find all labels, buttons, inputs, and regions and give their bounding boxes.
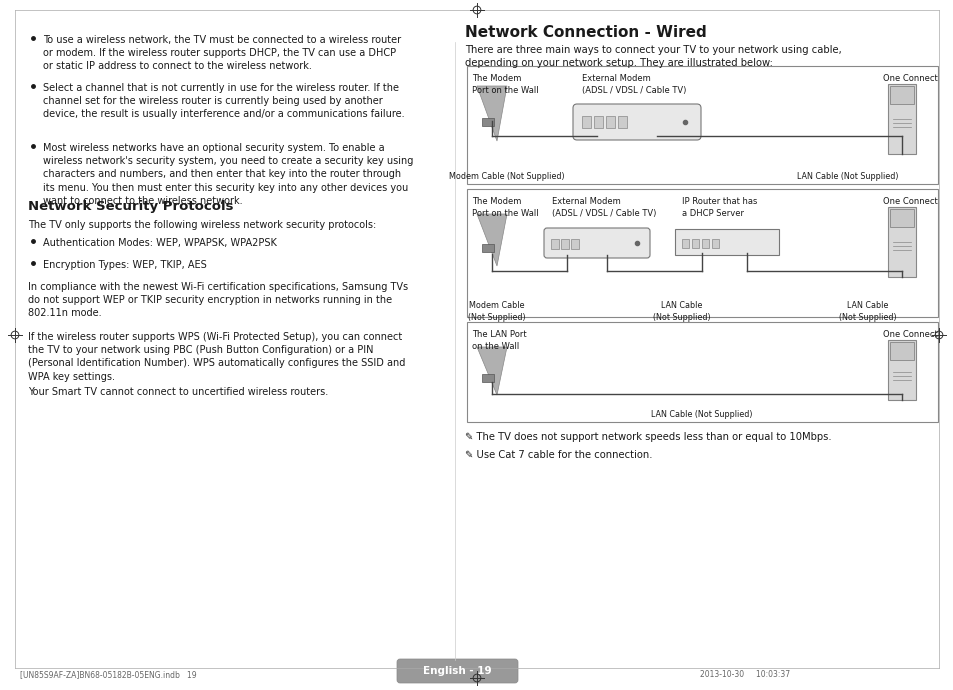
Text: The Modem
Port on the Wall: The Modem Port on the Wall (472, 197, 538, 218)
FancyBboxPatch shape (481, 244, 494, 252)
Text: Network Security Protocols: Network Security Protocols (28, 200, 233, 213)
Polygon shape (476, 86, 506, 141)
Text: Modem Cable
(Not Supplied): Modem Cable (Not Supplied) (468, 301, 525, 322)
Text: Your Smart TV cannot connect to uncertified wireless routers.: Your Smart TV cannot connect to uncertif… (28, 387, 328, 397)
Text: Modem Cable (Not Supplied): Modem Cable (Not Supplied) (449, 172, 564, 181)
FancyBboxPatch shape (551, 239, 558, 249)
FancyBboxPatch shape (467, 322, 937, 422)
Text: One Connect: One Connect (882, 330, 937, 339)
FancyBboxPatch shape (889, 209, 913, 227)
FancyBboxPatch shape (711, 239, 719, 248)
Text: IP Router that has
a DHCP Server: IP Router that has a DHCP Server (681, 197, 757, 218)
FancyBboxPatch shape (618, 116, 626, 128)
Text: Most wireless networks have an optional security system. To enable a
wireless ne: Most wireless networks have an optional … (43, 143, 413, 206)
Text: There are three main ways to connect your TV to your network using cable,
depend: There are three main ways to connect you… (464, 45, 841, 68)
FancyBboxPatch shape (481, 118, 494, 126)
FancyBboxPatch shape (605, 116, 615, 128)
Text: The TV only supports the following wireless network security protocols:: The TV only supports the following wirel… (28, 220, 375, 230)
FancyBboxPatch shape (543, 228, 649, 258)
Text: To use a wireless network, the TV must be connected to a wireless router
or mode: To use a wireless network, the TV must b… (43, 35, 400, 71)
Text: ✎ The TV does not support network speeds less than or equal to 10Mbps.: ✎ The TV does not support network speeds… (464, 432, 831, 442)
FancyBboxPatch shape (887, 340, 915, 400)
FancyBboxPatch shape (481, 374, 494, 382)
Text: The LAN Port
on the Wall: The LAN Port on the Wall (472, 330, 526, 351)
Text: English - 19: English - 19 (423, 666, 492, 676)
FancyBboxPatch shape (581, 116, 590, 128)
Text: Select a channel that is not currently in use for the wireless router. If the
ch: Select a channel that is not currently i… (43, 83, 404, 119)
FancyBboxPatch shape (889, 342, 913, 360)
FancyBboxPatch shape (396, 659, 517, 683)
FancyBboxPatch shape (467, 66, 937, 184)
FancyBboxPatch shape (594, 116, 602, 128)
Text: Network Connection - Wired: Network Connection - Wired (464, 25, 706, 40)
Text: In compliance with the newest Wi-Fi certification specifications, Samsung TVs
do: In compliance with the newest Wi-Fi cert… (28, 282, 408, 318)
FancyBboxPatch shape (675, 229, 779, 255)
Text: If the wireless router supports WPS (Wi-Fi Protected Setup), you can connect
the: If the wireless router supports WPS (Wi-… (28, 332, 405, 382)
Text: Authentication Modes: WEP, WPAPSK, WPA2PSK: Authentication Modes: WEP, WPAPSK, WPA2P… (43, 238, 276, 248)
FancyBboxPatch shape (691, 239, 699, 248)
Text: The Modem
Port on the Wall: The Modem Port on the Wall (472, 74, 538, 95)
Polygon shape (476, 347, 506, 395)
FancyBboxPatch shape (571, 239, 578, 249)
FancyBboxPatch shape (573, 104, 700, 140)
FancyBboxPatch shape (887, 84, 915, 154)
Text: [UN85S9AF-ZA]BN68-05182B-05ENG.indb   19: [UN85S9AF-ZA]BN68-05182B-05ENG.indb 19 (20, 670, 196, 679)
FancyBboxPatch shape (560, 239, 568, 249)
Text: External Modem
(ADSL / VDSL / Cable TV): External Modem (ADSL / VDSL / Cable TV) (552, 197, 656, 218)
Text: One Connect: One Connect (882, 197, 937, 206)
Text: External Modem
(ADSL / VDSL / Cable TV): External Modem (ADSL / VDSL / Cable TV) (581, 74, 685, 95)
Text: LAN Cable
(Not Supplied): LAN Cable (Not Supplied) (653, 301, 710, 322)
Text: LAN Cable (Not Supplied): LAN Cable (Not Supplied) (797, 172, 898, 181)
Text: ✎ Use Cat 7 cable for the connection.: ✎ Use Cat 7 cable for the connection. (464, 450, 652, 460)
FancyBboxPatch shape (887, 207, 915, 277)
Text: One Connect: One Connect (882, 74, 937, 83)
Text: LAN Cable (Not Supplied): LAN Cable (Not Supplied) (651, 410, 752, 419)
Polygon shape (476, 214, 506, 266)
Text: 2013-10-30     10:03:37: 2013-10-30 10:03:37 (700, 670, 789, 679)
FancyBboxPatch shape (889, 86, 913, 104)
Text: Encryption Types: WEP, TKIP, AES: Encryption Types: WEP, TKIP, AES (43, 260, 207, 270)
FancyBboxPatch shape (701, 239, 708, 248)
Text: LAN Cable
(Not Supplied): LAN Cable (Not Supplied) (839, 301, 896, 322)
FancyBboxPatch shape (467, 189, 937, 317)
FancyBboxPatch shape (681, 239, 688, 248)
